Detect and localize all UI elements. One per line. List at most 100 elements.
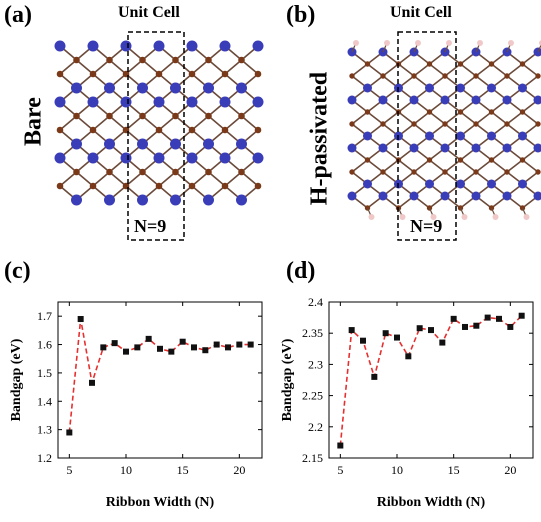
bond bbox=[158, 59, 177, 75]
atom-small bbox=[535, 73, 541, 79]
atom-large bbox=[378, 191, 388, 201]
bond bbox=[506, 63, 523, 77]
atom-small bbox=[504, 73, 510, 79]
atom-small bbox=[473, 73, 479, 79]
bond bbox=[207, 59, 226, 75]
bond bbox=[367, 63, 384, 77]
hydrogen-atom bbox=[368, 214, 375, 220]
data-point bbox=[179, 338, 186, 345]
atom-small bbox=[457, 61, 464, 67]
data-point bbox=[348, 327, 355, 334]
atom-small bbox=[205, 112, 212, 120]
bond bbox=[444, 111, 461, 125]
atom-small bbox=[519, 157, 526, 163]
y-tick-label: 2.25 bbox=[302, 389, 323, 403]
atom-large bbox=[120, 40, 132, 52]
atom-small bbox=[349, 169, 355, 175]
atom-small bbox=[221, 70, 229, 78]
y-tick-label: 2.2 bbox=[308, 420, 323, 434]
bond bbox=[413, 159, 430, 173]
atom-small bbox=[380, 73, 386, 79]
atom-large bbox=[236, 194, 247, 206]
bond bbox=[444, 63, 461, 77]
atom-small bbox=[155, 70, 163, 78]
atom-large bbox=[252, 40, 264, 52]
hydrogen-atom bbox=[399, 214, 406, 220]
atom-small bbox=[139, 168, 146, 176]
atom-large bbox=[54, 96, 66, 108]
bond bbox=[537, 43, 541, 53]
atom-small bbox=[364, 61, 371, 67]
atom-large bbox=[518, 131, 527, 141]
x-tick-label: 10 bbox=[391, 463, 403, 477]
bond bbox=[141, 171, 160, 187]
atom-small bbox=[442, 121, 448, 127]
atom-small bbox=[89, 182, 97, 190]
atom-large bbox=[363, 179, 372, 189]
bond bbox=[475, 111, 492, 125]
data-point bbox=[191, 344, 197, 351]
data-point bbox=[66, 429, 73, 436]
atom-small bbox=[139, 56, 146, 64]
bond bbox=[491, 111, 508, 125]
atom-small bbox=[426, 157, 433, 163]
atom-large bbox=[219, 152, 231, 164]
atom-small bbox=[504, 121, 510, 127]
bond bbox=[351, 159, 368, 173]
atom-large bbox=[87, 152, 99, 164]
atom-large bbox=[71, 82, 82, 94]
atom-small bbox=[426, 109, 433, 115]
atom-large bbox=[120, 96, 132, 108]
atom-large bbox=[203, 138, 214, 150]
atom-large bbox=[456, 83, 465, 93]
y-tick-label: 2.3 bbox=[308, 357, 323, 371]
atom-large bbox=[502, 191, 512, 201]
bond bbox=[429, 159, 446, 173]
atom-large bbox=[440, 191, 450, 201]
atom-small bbox=[205, 168, 212, 176]
atom-large bbox=[533, 95, 541, 105]
bond bbox=[398, 159, 415, 173]
bond bbox=[367, 159, 384, 173]
atom-large bbox=[425, 131, 434, 141]
bond bbox=[398, 111, 415, 125]
atom-small bbox=[535, 121, 541, 127]
atom-small bbox=[221, 126, 229, 134]
atom-small bbox=[155, 126, 163, 134]
atom-large bbox=[137, 138, 148, 150]
bond bbox=[59, 171, 78, 187]
y-tick-label: 2.4 bbox=[308, 295, 323, 309]
bond bbox=[413, 63, 430, 77]
bond bbox=[191, 115, 210, 131]
hydrogen-atom bbox=[430, 214, 437, 220]
bond bbox=[108, 59, 127, 75]
y-tick-label: 1.6 bbox=[37, 338, 52, 352]
atom-small bbox=[56, 182, 64, 190]
data-point bbox=[484, 314, 491, 321]
bond bbox=[75, 59, 94, 75]
y-axis-title: Bandgap (eV) bbox=[9, 338, 24, 421]
atom-small bbox=[73, 112, 80, 120]
atom-small bbox=[106, 56, 113, 64]
data-point bbox=[496, 315, 502, 322]
atom-small bbox=[504, 169, 510, 175]
atom-large bbox=[409, 95, 419, 105]
atom-small bbox=[411, 121, 417, 127]
panel-label-b: (b) bbox=[286, 2, 316, 28]
atom-large bbox=[487, 179, 496, 189]
bond bbox=[141, 59, 160, 75]
atom-large bbox=[456, 179, 465, 189]
atom-small bbox=[172, 168, 179, 176]
atom-large bbox=[409, 191, 419, 201]
bond bbox=[224, 59, 243, 75]
y-tick-label: 1.2 bbox=[37, 451, 52, 465]
panel-label-c: (c) bbox=[4, 258, 31, 284]
atom-large bbox=[104, 138, 115, 150]
atom-large bbox=[456, 131, 465, 141]
data-point bbox=[225, 344, 231, 351]
bond bbox=[59, 115, 78, 131]
data-point bbox=[360, 337, 366, 344]
atom-large bbox=[347, 95, 357, 105]
data-point bbox=[100, 344, 107, 351]
atom-small bbox=[172, 56, 179, 64]
